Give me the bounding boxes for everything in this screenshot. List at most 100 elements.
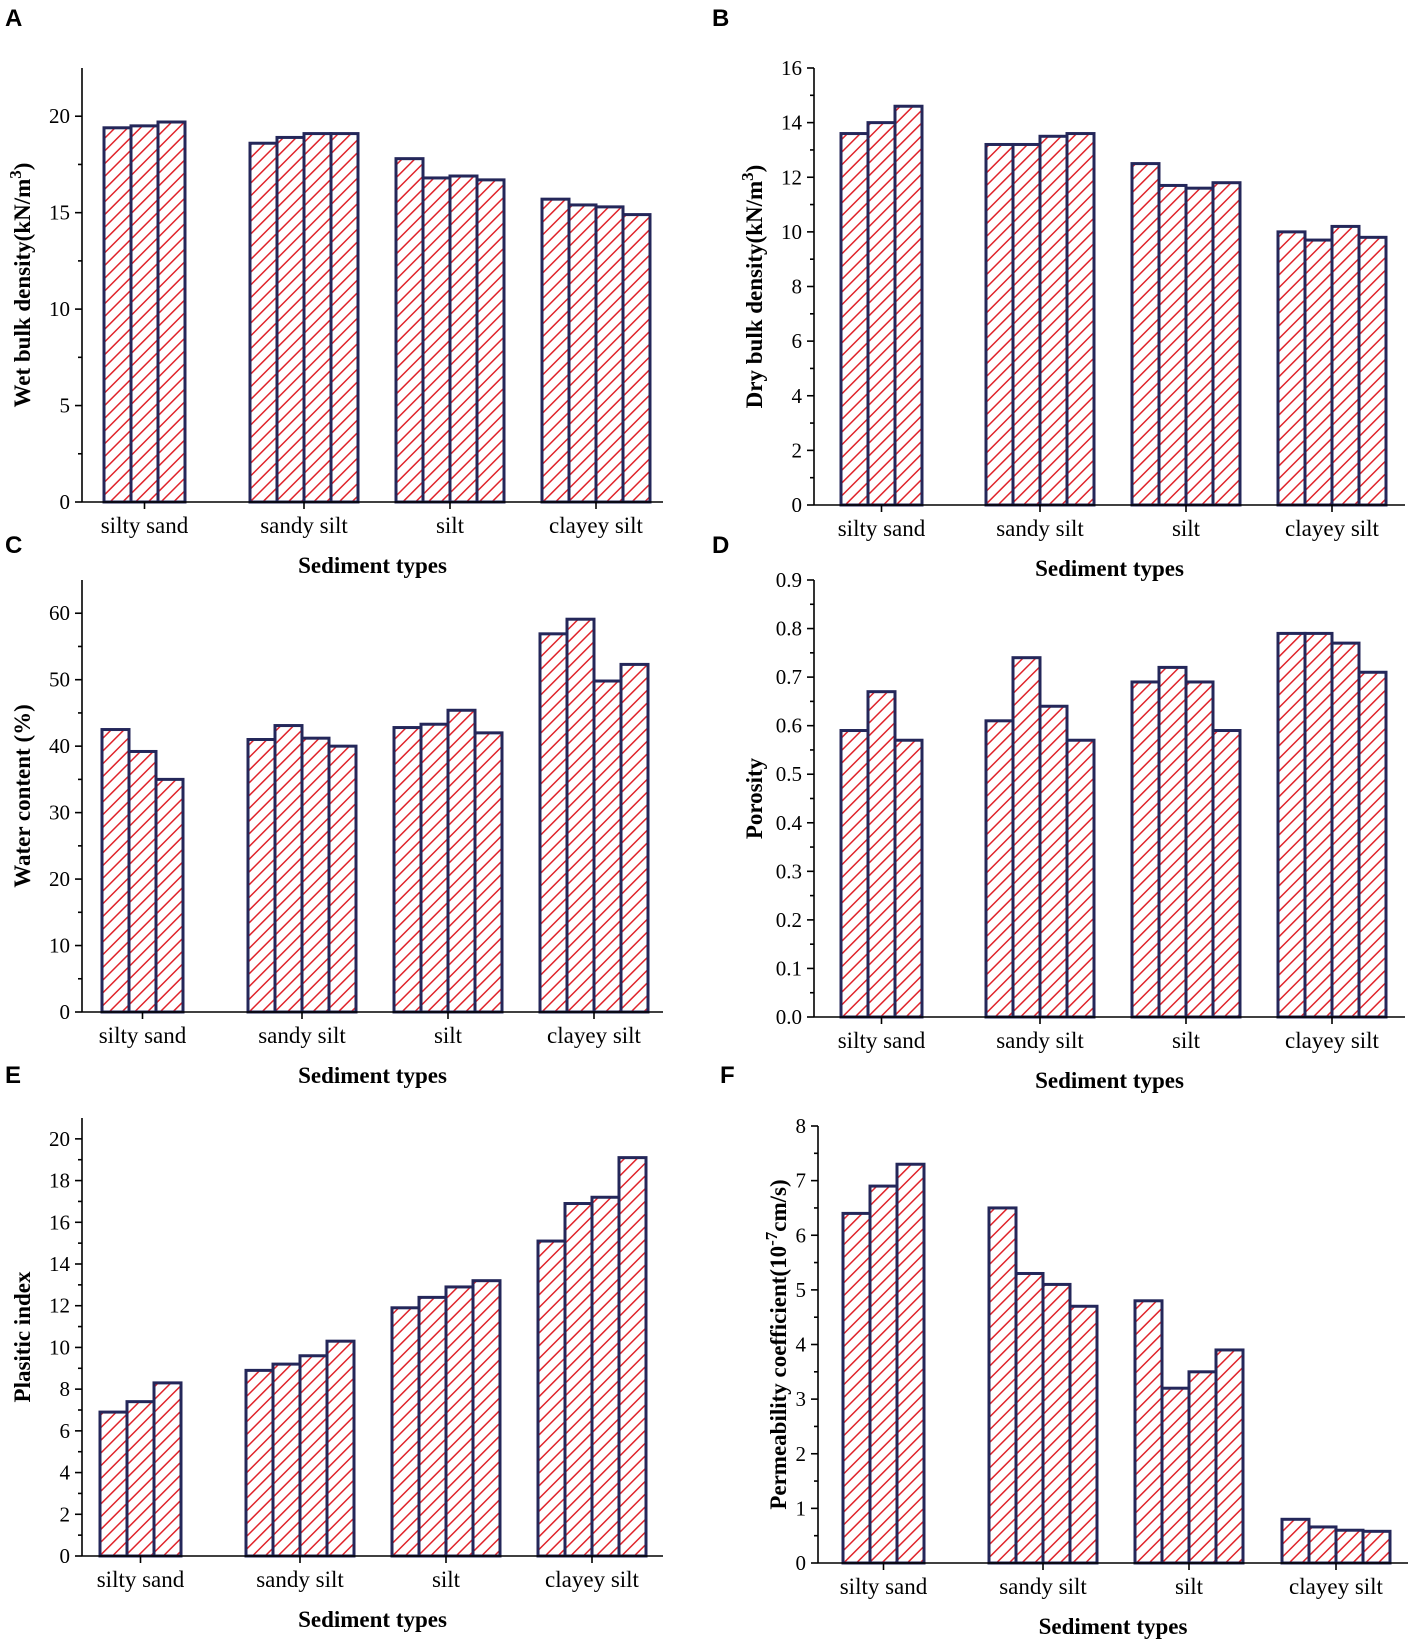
bar-d-4-1 [1276,631,1307,1019]
bar-c-3-1 [392,726,423,1014]
bar-e-4-4 [617,1156,648,1558]
bar-e-1-2 [125,1400,156,1558]
y-tick-label-c: 30 [49,801,70,825]
category-label-f: clayey silt [1289,1574,1383,1599]
bar-b-2-1 [984,142,1015,507]
y-tick-label-e: 18 [49,1169,70,1193]
bar-d-2-1 [984,719,1015,1019]
bar-f-4-1 [1280,1517,1311,1565]
bar-c-2-1 [246,738,277,1014]
category-label-d: clayey silt [1285,1028,1379,1053]
y-axis-title-f: Permeability coefficient(10-7cm/s) [762,1179,792,1509]
category-label-f: silt [1175,1574,1204,1599]
bar-b-4-1 [1276,230,1307,507]
bar-a-3-3 [448,174,479,504]
y-tick-label-e: 20 [49,1127,70,1151]
bar-d-3-2 [1157,665,1188,1019]
chart-e: 0 2 4 6 8 10 12 14 16 18 20 silty sand sandy silt sil… [10,1118,663,1632]
bar-f-1-3 [895,1162,926,1565]
bar-d-4-4 [1357,670,1388,1019]
bar-a-4-2 [567,203,598,504]
bar-e-3-4 [471,1279,502,1558]
bar-d-3-3 [1184,680,1215,1019]
bar-b-4-4 [1357,235,1388,507]
category-label-e: clayey silt [545,1567,639,1592]
bar-e-2-4 [325,1339,356,1558]
bar-e-2-3 [298,1354,329,1558]
y-axis-title-a: Wet bulk density(kN/m3) [6,163,36,408]
category-label-f: silty sand [840,1574,928,1599]
panel-letter-d: D [712,532,729,559]
y-tick-label-c: 10 [49,934,70,958]
x-axis-title-e: Sediment types [298,1607,447,1632]
bar-e-3-1 [390,1306,421,1558]
y-tick-label-b: 2 [792,438,803,462]
bar-d-3-1 [1130,680,1161,1019]
category-label-b: silt [1172,516,1201,541]
bar-f-4-4 [1361,1529,1392,1565]
x-axis-title-b: Sediment types [1035,556,1184,581]
bar-c-1-2 [127,749,158,1014]
category-label-d: sandy silt [996,1028,1084,1053]
category-label-e: silty sand [97,1567,185,1592]
panel-e: E 0 2 4 6 8 10 12 14 16 18 20 silty sand sandy silt s… [5,1062,663,1632]
category-label-d: silty sand [838,1028,926,1053]
y-tick-label-b: 8 [792,275,803,299]
y-axis-title-b: Dry bulk density(kN/m3) [738,165,768,409]
bar-f-1-1 [841,1211,872,1565]
y-tick-label-a: 0 [60,490,71,514]
y-tick-label-a: 20 [49,104,70,128]
y-tick-label-e: 14 [49,1252,71,1276]
panel-b: B 0 2 4 6 8 10 12 14 16 silty sand sandy silt silt c… [712,5,1405,581]
bar-e-4-1 [536,1239,567,1558]
category-label-d: silt [1172,1028,1201,1053]
y-tick-label-b: 14 [781,111,803,135]
category-label-b: silty sand [838,516,926,541]
panel-letter-f: F [720,1062,735,1089]
y-tick-label-e: 8 [60,1377,71,1401]
bar-a-2-1 [248,141,279,504]
bar-f-3-2 [1160,1386,1191,1565]
y-tick-label-a: 10 [49,297,70,321]
bar-e-2-1 [244,1368,275,1558]
bar-d-3-4 [1211,729,1242,1019]
bar-f-2-2 [1014,1271,1045,1565]
bar-b-3-2 [1157,183,1188,507]
bar-f-4-3 [1334,1528,1365,1565]
bar-c-2-3 [300,736,331,1014]
y-tick-label-f: 1 [796,1496,807,1520]
panel-letter-a: A [5,5,22,32]
category-label-c: silty sand [99,1023,187,1048]
category-label-a: silty sand [101,513,189,538]
bar-a-3-1 [394,157,425,504]
chart-d: 0.0 0.1 0.2 0.3 0.4 0.5 0.6 0.7 0.8 0.9 silty sand… [742,568,1405,1093]
bar-e-2-2 [271,1362,302,1558]
x-axis-title-c: Sediment types [298,1063,447,1088]
y-tick-label-d: 0.2 [776,908,802,932]
bar-d-1-3 [893,738,924,1019]
bar-b-2-4 [1065,132,1096,507]
bar-e-4-2 [563,1202,594,1558]
y-tick-label-b: 6 [792,329,803,353]
bar-f-2-4 [1068,1304,1099,1565]
bar-e-3-2 [417,1295,448,1558]
y-tick-label-e: 16 [49,1210,70,1234]
bar-d-2-2 [1011,656,1042,1019]
y-axis-title-e: Plasitic index [10,1271,35,1402]
bar-b-4-2 [1303,238,1334,507]
x-axis-title-d: Sediment types [1035,1068,1184,1093]
y-tick-label-f: 3 [796,1387,807,1411]
bar-a-1-3 [156,120,187,504]
bar-b-3-4 [1211,181,1242,507]
y-axis-title-d: Porosity [742,757,767,839]
y-tick-label-c: 20 [49,867,70,891]
category-label-f: sandy silt [999,1574,1087,1599]
y-tick-label-b: 16 [781,56,802,80]
bar-a-2-3 [302,132,333,504]
y-tick-label-d: 0.3 [776,859,802,883]
bar-d-2-4 [1065,738,1096,1019]
bar-e-3-3 [444,1285,475,1558]
y-tick-label-e: 12 [49,1294,70,1318]
category-label-e: sandy silt [256,1567,344,1592]
